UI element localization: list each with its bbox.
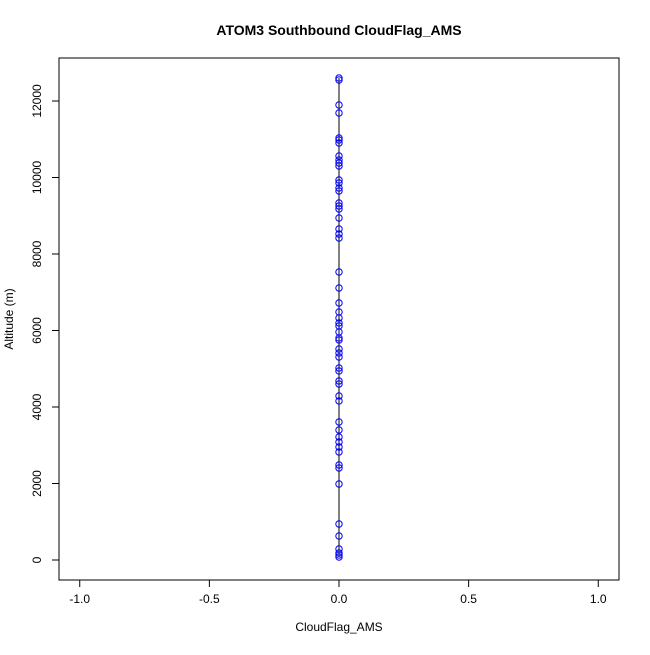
data-point: [335, 205, 343, 213]
chart-title: ATOM3 Southbound CloudFlag_AMS: [216, 22, 461, 38]
data-point: [335, 187, 343, 195]
data-point: [335, 364, 343, 372]
x-tick-label: -1.0: [69, 592, 90, 606]
data-point: [335, 392, 343, 400]
data-point: [335, 464, 343, 472]
data-point: [335, 179, 343, 187]
data-point: [335, 353, 343, 361]
data-point: [335, 549, 343, 557]
x-axis-label: CloudFlag_AMS: [295, 620, 382, 634]
data-point: [335, 109, 343, 117]
data-point: [335, 438, 343, 446]
data-point: [335, 202, 343, 210]
data-point: [335, 334, 343, 342]
data-point: [335, 532, 343, 540]
data-point: [335, 520, 343, 528]
data-point: [335, 418, 343, 426]
y-tick-label: 0: [30, 556, 44, 563]
x-tick-label: 0.5: [460, 592, 477, 606]
data-point: [335, 176, 343, 184]
y-tick-label: 4000: [30, 393, 44, 420]
data-point: [335, 397, 343, 405]
data-point: [335, 268, 343, 276]
data-point: [335, 314, 343, 322]
data-point: [335, 214, 343, 222]
y-tick-label: 8000: [30, 240, 44, 267]
data-point: [335, 225, 343, 233]
data-point: [335, 319, 343, 327]
data-point: [335, 134, 343, 142]
data-point: [335, 448, 343, 456]
data-point: [335, 162, 343, 170]
data-point: [335, 377, 343, 385]
y-tick-label: 12000: [30, 84, 44, 118]
x-tick-label: -0.5: [199, 592, 220, 606]
data-point: [335, 551, 343, 559]
data-point: [335, 136, 343, 144]
data-point: [335, 284, 343, 292]
data-point: [335, 367, 343, 375]
y-tick-label: 10000: [30, 160, 44, 194]
data-point: [335, 426, 343, 434]
data-point: [335, 76, 343, 84]
x-tick-label: 0.0: [331, 592, 348, 606]
y-tick-label: 2000: [30, 470, 44, 497]
data-point: [335, 152, 343, 160]
data-point: [335, 336, 343, 344]
x-tick-label: 1.0: [590, 592, 607, 606]
data-point: [335, 234, 343, 242]
data-point: [335, 380, 343, 388]
data-point: [335, 349, 343, 357]
data-point: [335, 461, 343, 469]
data-point: [335, 345, 343, 353]
data-point: [335, 74, 343, 82]
data-point: [335, 443, 343, 451]
data-point: [335, 230, 343, 238]
y-tick-label: 6000: [30, 317, 44, 344]
data-point: [335, 480, 343, 488]
data-point: [335, 433, 343, 441]
data-point: [335, 101, 343, 109]
data-point: [335, 159, 343, 167]
data-point: [335, 184, 343, 192]
data-point: [335, 553, 343, 561]
data-point: [335, 299, 343, 307]
y-axis-label: Altitude (m): [2, 288, 16, 349]
data-point: [335, 139, 343, 147]
